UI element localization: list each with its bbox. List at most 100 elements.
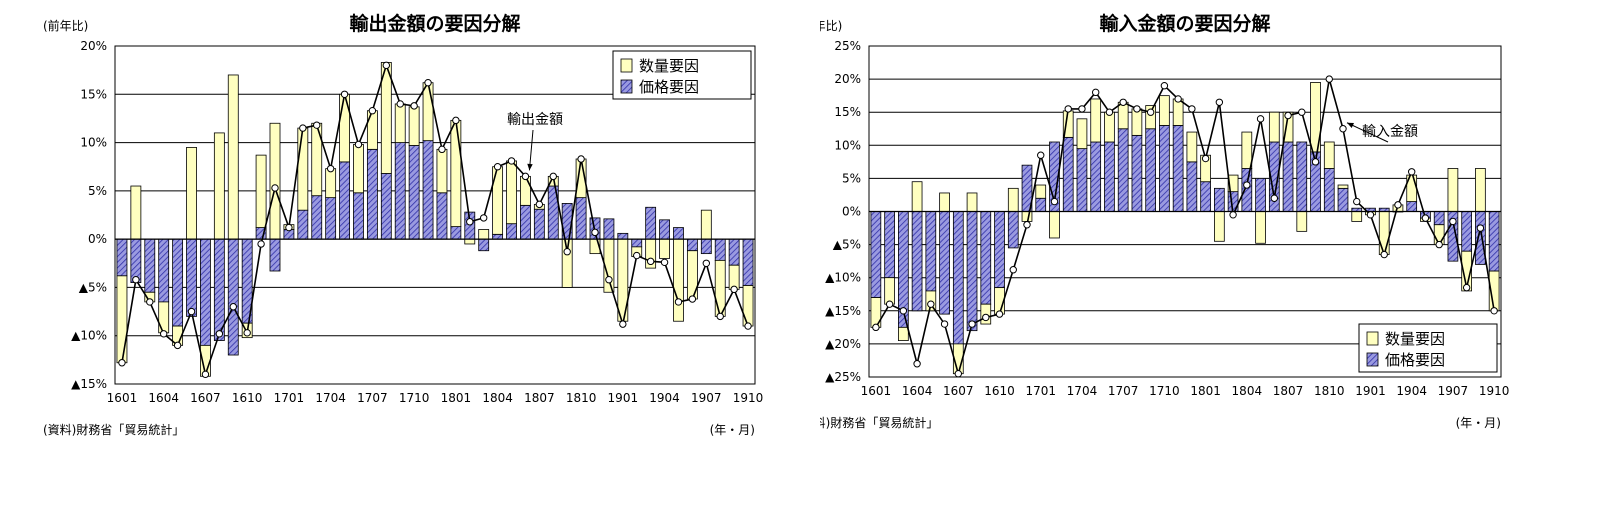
x-tick-label: 1810 xyxy=(1314,384,1345,398)
total-point xyxy=(299,124,307,132)
total-point xyxy=(1298,108,1306,116)
y-tick-label: ▲15% xyxy=(71,377,107,391)
quantity-factor-bar xyxy=(116,275,128,364)
price-factor-bar xyxy=(603,218,615,240)
price-factor-bar xyxy=(492,233,504,240)
quantity-factor-bar xyxy=(158,301,170,334)
price-factor-bar xyxy=(1186,161,1198,212)
quantity-factor-bar xyxy=(213,132,225,240)
price-factor-bar xyxy=(353,192,364,240)
price-factor-bar xyxy=(673,227,684,240)
total-point xyxy=(271,184,279,192)
price-factor-bar xyxy=(311,195,323,240)
price-factor-bar xyxy=(269,238,281,272)
total-point xyxy=(954,369,963,378)
total-point xyxy=(688,295,697,303)
total-point xyxy=(1119,98,1127,106)
price-factor-bar xyxy=(436,192,448,240)
total-point xyxy=(424,78,432,87)
price-factor-bar xyxy=(1104,141,1115,212)
quantity-factor-bar xyxy=(1172,98,1184,126)
total-point xyxy=(1394,201,1402,209)
price-factor-bar xyxy=(1076,148,1088,212)
x-tick-label: 1707 xyxy=(1108,384,1139,398)
total-point xyxy=(521,172,530,181)
quantity-factor-bar xyxy=(1104,111,1115,143)
x-unit-label: (年・月) xyxy=(710,423,755,437)
total-point xyxy=(1160,82,1169,90)
x-tick-label: 1804 xyxy=(482,391,513,405)
total-point xyxy=(1366,211,1375,219)
y-tick-label: 15% xyxy=(80,87,107,101)
total-point xyxy=(1407,168,1416,176)
quantity-factor-bar xyxy=(1076,118,1088,150)
price-factor-bar xyxy=(422,140,434,240)
x-tick-label: 1804 xyxy=(1232,384,1263,398)
quantity-factor-bar xyxy=(186,146,197,240)
total-point xyxy=(368,107,377,115)
total-point xyxy=(1462,283,1471,292)
quantity-factor-bar xyxy=(966,192,978,212)
quantity-factor-bar xyxy=(673,238,684,322)
legend-label: 価格要因 xyxy=(639,78,699,96)
annotation-arrow xyxy=(528,129,534,171)
total-point xyxy=(646,257,655,266)
y-tick-label: 20% xyxy=(80,39,107,53)
quantity-factor-bar xyxy=(1186,131,1198,163)
price-factor-bar xyxy=(227,238,239,356)
y-tick-label: 15% xyxy=(834,105,861,119)
quantity-factor-bar xyxy=(1241,131,1253,169)
total-point xyxy=(1078,105,1086,113)
quantity-factor-bar xyxy=(1090,98,1102,143)
price-factor-bar xyxy=(1200,181,1211,212)
price-factor-bar xyxy=(1214,187,1225,212)
x-tick-label: 1710 xyxy=(1149,384,1180,398)
quantity-factor-bar xyxy=(353,144,364,194)
total-point xyxy=(438,145,446,154)
total-point xyxy=(1229,211,1237,219)
x-tick-label: 1610 xyxy=(984,384,1015,398)
legend-swatch-price xyxy=(620,79,633,94)
x-tick-label: 1607 xyxy=(190,391,221,405)
x-tick-label: 1604 xyxy=(148,391,179,405)
total-point xyxy=(674,298,683,306)
legend-label: 数量要因 xyxy=(639,57,699,75)
x-tick-label: 1901 xyxy=(1355,384,1386,398)
total-point xyxy=(899,307,908,315)
total-point xyxy=(577,155,585,163)
legend-swatch-quantity xyxy=(620,58,633,73)
price-factor-bar xyxy=(1323,168,1335,212)
total-point xyxy=(1449,217,1457,226)
total-point xyxy=(257,240,265,248)
legend-label: 価格要因 xyxy=(1385,351,1445,369)
total-point xyxy=(1325,75,1333,83)
y-tick-label: 10% xyxy=(834,138,861,152)
y-tick-label: ▲5% xyxy=(833,238,861,252)
quantity-factor-bar xyxy=(1214,211,1225,242)
quantity-factor-bar xyxy=(130,185,142,240)
total-point xyxy=(716,312,724,321)
source-note: (資料)財務省「貿易統計」 xyxy=(820,415,938,430)
total-point xyxy=(927,300,935,308)
price-factor-bar xyxy=(116,238,128,277)
total-point xyxy=(1215,98,1224,106)
quantity-factor-bar xyxy=(911,181,923,212)
source-note: (資料)財務省「貿易統計」 xyxy=(43,422,184,437)
x-tick-label: 1610 xyxy=(232,391,263,405)
x-tick-label: 1907 xyxy=(1438,384,1469,398)
total-point xyxy=(1146,108,1155,116)
total-line xyxy=(875,78,1495,377)
price-factor-bar xyxy=(1255,177,1266,212)
total-point xyxy=(452,116,460,125)
price-factor-bar xyxy=(1117,128,1129,212)
total-point xyxy=(1435,240,1443,249)
quantity-factor-bar xyxy=(884,277,895,305)
quantity-factor-bar xyxy=(1351,211,1363,222)
price-factor-bar xyxy=(366,148,378,240)
total-point xyxy=(563,247,571,256)
price-factor-bar xyxy=(339,161,350,240)
price-factor-bar xyxy=(450,226,462,240)
quantity-factor-bar xyxy=(1310,82,1321,153)
x-tick-label: 1901 xyxy=(608,391,639,405)
total-point xyxy=(466,218,474,226)
